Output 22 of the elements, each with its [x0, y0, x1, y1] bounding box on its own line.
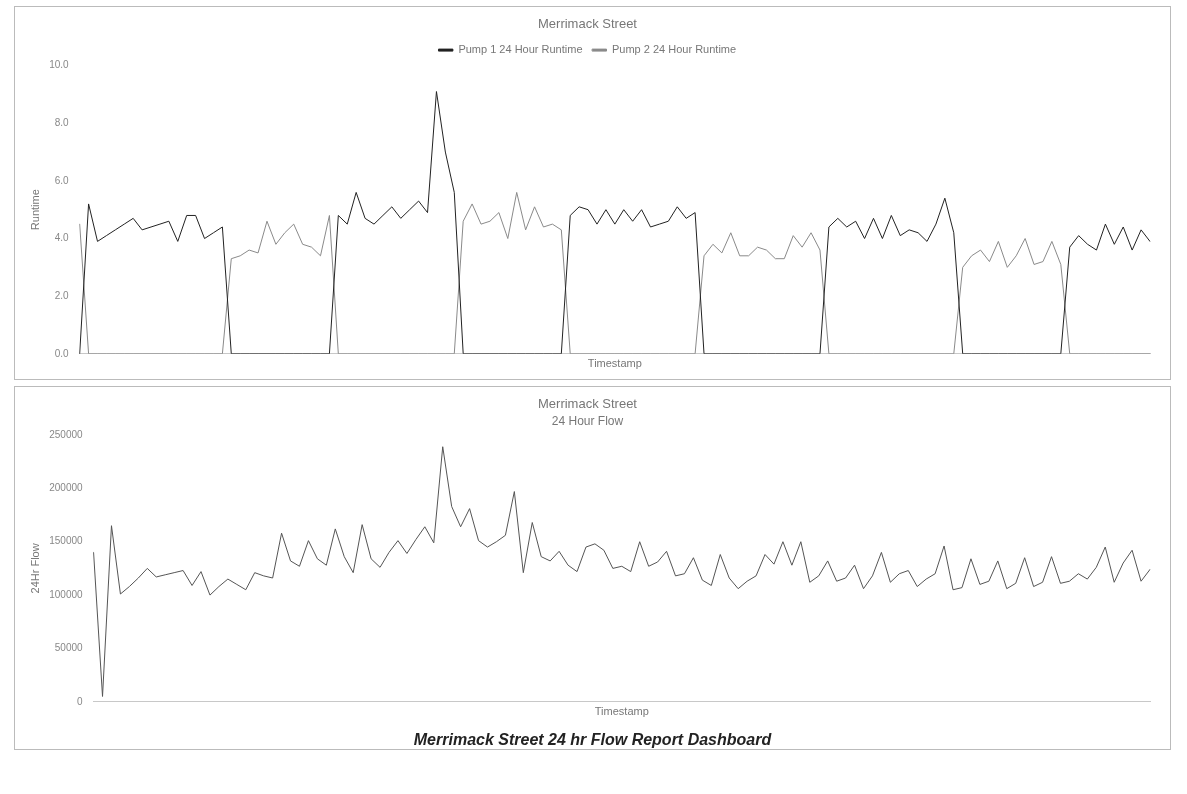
x-axis-title: Timestamp: [587, 357, 642, 370]
y-tick-label: 250000: [49, 428, 83, 440]
y-axis-title: Runtime: [28, 189, 41, 231]
text: Merrimack Street 24 hr Flow Report Dashboard: [412, 731, 773, 749]
x-axis-title: Timestamp: [594, 705, 649, 718]
chart-title: Merrimack Street: [538, 16, 638, 32]
y-tick-label: 8.0: [54, 116, 70, 128]
y-tick-label: 200000: [49, 482, 83, 494]
y-axis-title: 24Hr Flow: [28, 543, 41, 594]
legend-label: Pump 2 24 Hour Runtime: [612, 43, 737, 56]
y-tick-label: 4.0: [54, 232, 70, 244]
chart-title: Merrimack Street: [538, 396, 638, 412]
legend-label: Pump 1 24 Hour Runtime: [458, 43, 583, 56]
y-tick-label: 6.0: [54, 174, 70, 186]
y-tick-label: 0: [77, 695, 84, 707]
y-tick-label: 150000: [49, 535, 83, 547]
y-tick-label: 10.0: [49, 59, 70, 71]
y-tick-label: 2.0: [54, 289, 70, 301]
y-tick-label: 100000: [49, 588, 83, 600]
y-tick-label: 0.0: [54, 347, 70, 359]
y-tick-label: 50000: [54, 642, 83, 654]
chart-subtitle: 24 Hour Flow: [551, 414, 624, 429]
